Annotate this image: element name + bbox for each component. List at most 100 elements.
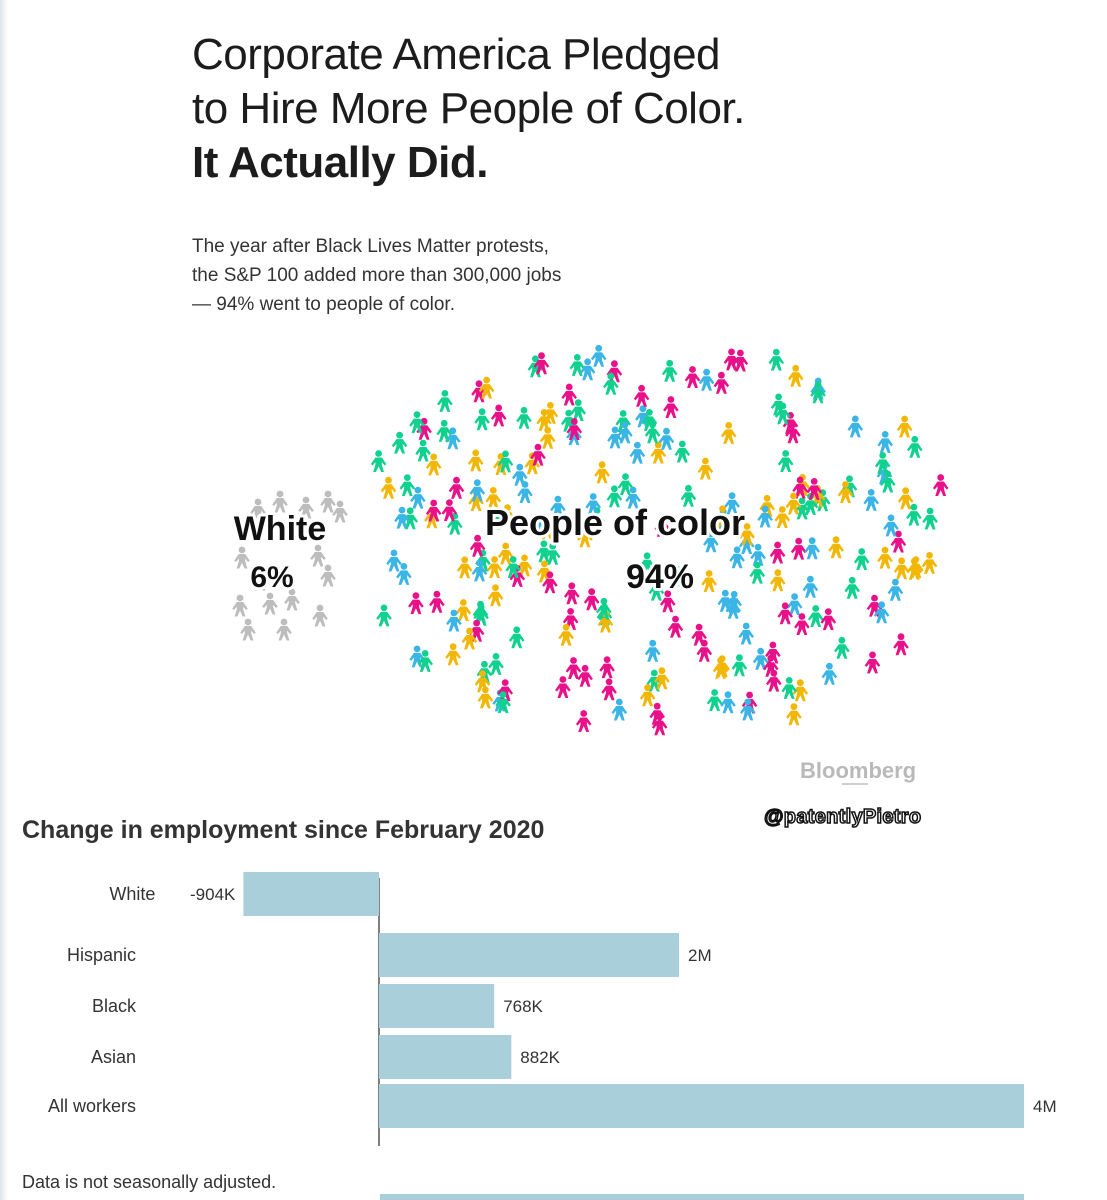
poc-person-icon — [542, 571, 558, 594]
poc-person-icon — [853, 548, 870, 570]
poc-person-icon — [821, 662, 838, 685]
poc-person-icon — [750, 543, 766, 566]
category-label: White — [109, 884, 155, 904]
poc-person-icon — [828, 536, 844, 559]
poc-person-icon — [806, 478, 822, 500]
poc-person-icon — [550, 495, 566, 518]
white-person-icon — [332, 500, 348, 523]
poc-person-icon — [561, 383, 577, 406]
poc-person-icon — [415, 439, 431, 462]
value-label: 4M — [1033, 1097, 1057, 1116]
poc-person-icon — [786, 703, 802, 726]
poc-person-icon — [469, 479, 486, 502]
poc-person-icon — [739, 523, 755, 545]
poc-person-icon — [654, 514, 671, 537]
headline: Corporate America Pledged to Hire More P… — [192, 28, 745, 190]
poc-person-icon — [530, 443, 546, 466]
poc-person-icon — [575, 710, 592, 732]
poc-person-icon — [417, 650, 433, 672]
poc-person-icon — [474, 670, 491, 693]
poc-person-icon — [820, 608, 837, 631]
category-label: Black — [92, 996, 137, 1016]
poc-person-icon — [370, 450, 387, 472]
poc-person-icon — [738, 622, 754, 645]
value-label: 2M — [688, 946, 712, 965]
poc-person-icon — [436, 419, 452, 442]
poc-person-icon — [725, 596, 741, 619]
poc-person-icon — [781, 677, 797, 699]
headline-line-2: to Hire More People of Color. — [192, 84, 745, 133]
poc-person-icon — [668, 564, 685, 587]
poc-person-icon — [713, 371, 730, 394]
poc-person-icon — [921, 552, 938, 574]
poc-person-icon — [701, 570, 717, 592]
poc-person-icon — [684, 366, 701, 388]
poc-person-icon — [569, 354, 586, 376]
poc-person-icon — [770, 569, 786, 592]
poc-person-icon — [877, 431, 893, 453]
poc-person-icon — [740, 698, 756, 721]
poc-person-icon — [590, 344, 607, 367]
poc-person-icon — [874, 452, 891, 474]
poc-person-icon — [712, 656, 729, 679]
poc-person-icon — [386, 549, 402, 572]
poc-person-icon — [749, 561, 766, 584]
white-person-icon — [272, 490, 288, 513]
poc-person-icon — [558, 623, 574, 646]
poc-person-icon — [472, 600, 489, 623]
poc-person-icon — [697, 457, 714, 480]
poc-person-icon — [474, 408, 490, 431]
poc-person-icon — [804, 537, 820, 560]
poc-person-icon — [425, 499, 442, 522]
bloomberg-logo: Bloomberg — [800, 758, 917, 783]
poc-person-icon — [769, 541, 786, 564]
poc-person-icon — [698, 368, 715, 391]
poc-person-icon — [539, 426, 556, 449]
bar-asian — [379, 1035, 512, 1079]
poc-person-icon — [607, 426, 623, 449]
poc-person-icon — [757, 505, 773, 528]
poc-person-icon — [596, 597, 612, 620]
poc-person-icon — [594, 461, 610, 484]
poc-person-icon — [765, 641, 781, 664]
white-group-label: White — [234, 510, 327, 548]
poc-person-icon — [533, 352, 550, 375]
poc-person-icon — [617, 473, 634, 496]
poc-person-icon — [732, 349, 749, 372]
value-label: 768K — [503, 997, 543, 1016]
poc-person-icon — [441, 499, 458, 522]
poc-person-icon — [399, 474, 416, 497]
poc-person-icon — [648, 578, 665, 601]
poc-person-icon — [752, 647, 769, 670]
poc-person-icon — [446, 609, 462, 632]
pictogram-people: White 6% People of color 94% — [231, 344, 949, 736]
poc-person-icon — [570, 399, 586, 422]
poc-person-icon — [714, 505, 731, 528]
poc-person-icon — [785, 421, 801, 444]
poc-person-icon — [790, 537, 807, 560]
poc-person-icon — [847, 415, 864, 438]
poc-person-icon — [445, 427, 461, 450]
poc-person-icon — [696, 639, 713, 662]
bar-all-workers — [379, 1084, 1024, 1128]
headline-line-3: It Actually Did. — [192, 138, 488, 187]
poc-person-icon — [461, 627, 478, 650]
poc-person-icon — [680, 484, 697, 507]
poc-person-icon — [517, 481, 533, 503]
poc-person-icon — [499, 504, 516, 527]
poc-person-icon — [633, 384, 650, 407]
poc-person-icon — [654, 667, 670, 690]
poc-person-icon — [565, 657, 582, 679]
poc-person-icon — [658, 427, 675, 450]
poc-person-icon — [663, 396, 679, 418]
poc-person-icon — [486, 507, 503, 530]
poc-person-icon — [606, 485, 623, 508]
poc-person-icon — [932, 474, 949, 496]
poc-person-icon — [873, 601, 890, 624]
poc-person-icon — [893, 557, 910, 580]
poc-person-icon — [802, 575, 819, 598]
poc-person-icon — [445, 643, 461, 666]
white-person-icon — [310, 544, 326, 567]
poc-person-icon — [703, 530, 719, 553]
chart-title: Change in employment since February 2020 — [22, 816, 545, 844]
